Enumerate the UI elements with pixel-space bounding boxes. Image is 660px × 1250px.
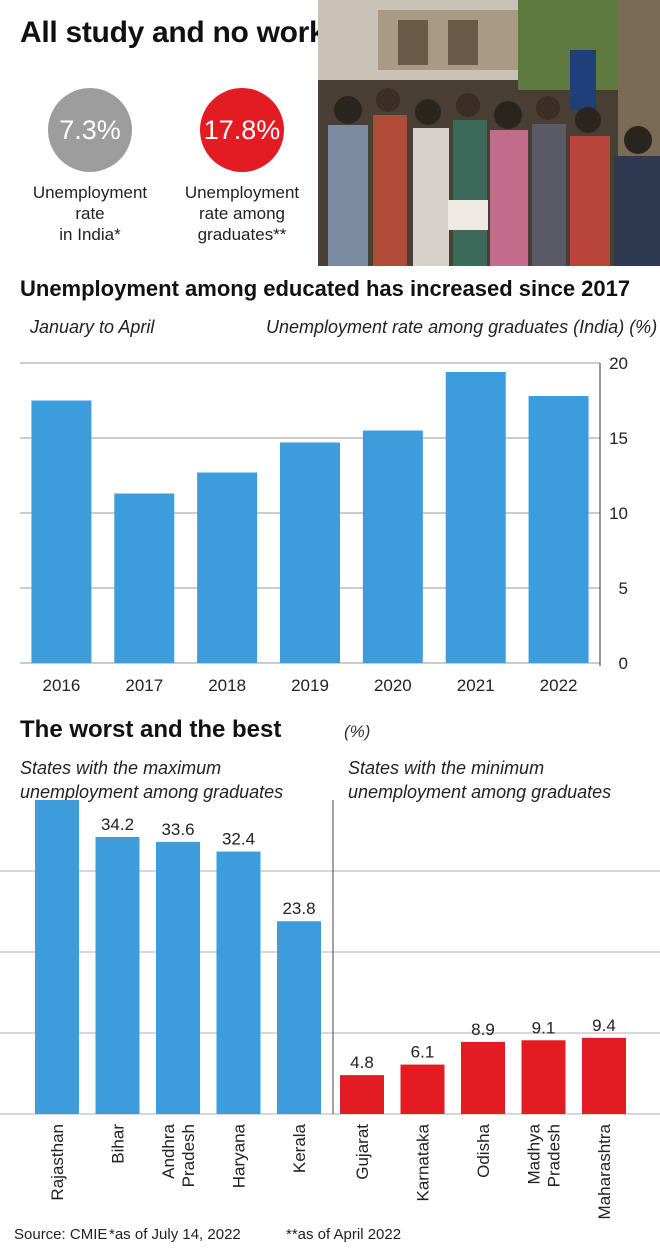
chart1-plot: 0 5 10 15 20 2016 2017 2018 2019 2020 2021 2022 — [20, 354, 628, 695]
state-name-label: Gujarat — [353, 1124, 372, 1180]
state-value-label: 6.1 — [411, 1043, 435, 1062]
state-bar — [277, 921, 321, 1114]
state-bar — [35, 800, 79, 1114]
state-value-label: 32.4 — [222, 830, 255, 849]
state-name-group: Odisha — [474, 1123, 493, 1177]
max-states-label-line: States with the maximum — [20, 758, 222, 778]
state-name-label: Andhra — [159, 1123, 178, 1178]
state-bar — [521, 1040, 566, 1114]
state-bar — [582, 1037, 626, 1114]
chart1-xtick: 2021 — [457, 676, 495, 695]
state-bar — [95, 836, 140, 1114]
state-name-label: Haryana — [230, 1123, 249, 1188]
chart1-bar — [197, 472, 258, 663]
state-name-label: Bihar — [109, 1124, 128, 1164]
chart1-xtick: 2016 — [43, 676, 81, 695]
min-states-label: States with the minimum unemployment amo… — [348, 756, 611, 804]
state-name-label: Karnataka — [414, 1123, 433, 1201]
state-name-group: Karnataka — [414, 1123, 433, 1201]
chart1-ylabel: Unemployment rate among graduates (India… — [266, 317, 658, 337]
state-name-group: Maharashtra — [595, 1123, 614, 1219]
state-bar — [216, 851, 261, 1114]
chart1-title: Unemployment among educated has increase… — [20, 276, 631, 301]
footnote-india: *as of July 14, 2022 — [109, 1226, 241, 1243]
state-bar — [400, 1064, 445, 1114]
state-name-label: Kerala — [290, 1123, 309, 1173]
stat-value-india: 7.3% — [59, 114, 121, 145]
chart1-xtick: 2020 — [374, 676, 412, 695]
state-name-label: Madhya — [525, 1123, 544, 1184]
state-name-group: Madhya Pradesh — [525, 1123, 564, 1187]
chart1-ytick: 20 — [609, 354, 628, 373]
state-name-label: Pradesh — [179, 1124, 198, 1187]
chart1-bar — [362, 430, 423, 663]
state-name-group: Kerala — [290, 1123, 309, 1173]
state-value-label: 9.4 — [592, 1016, 616, 1035]
stat-label-graduates: Unemployment rate among graduates** — [167, 182, 317, 245]
chart1-ytick: 10 — [609, 504, 628, 523]
state-bar — [340, 1075, 384, 1114]
chart2-plot: 54.2Rajasthan34.2Bihar33.6AndhraPradesh3… — [0, 800, 660, 1219]
stat-label-line: in India* — [59, 225, 121, 244]
chart1-bar — [445, 372, 506, 663]
chart1-bar — [280, 442, 340, 663]
state-name-label: Pradesh — [545, 1124, 564, 1187]
state-value-label: 34.2 — [101, 815, 134, 834]
state-name-label: Rajasthan — [48, 1124, 67, 1201]
stat-label-line: rate — [75, 204, 105, 223]
state-name-group: Andhra Pradesh — [159, 1123, 198, 1187]
state-name-group: Bihar — [109, 1124, 128, 1164]
max-states-label: States with the maximum unemployment amo… — [20, 756, 283, 804]
chart1-ytick: 5 — [619, 579, 628, 598]
stat-circle-graduates: 17.8% — [200, 88, 284, 172]
chart2-title: The worst and the best — [20, 716, 282, 743]
state-name-group: Haryana — [230, 1123, 249, 1188]
state-name-label: Maharashtra — [595, 1123, 614, 1219]
chart1-ytick: 15 — [609, 429, 628, 448]
chart1-xtick: 2022 — [540, 676, 578, 695]
state-bar — [461, 1041, 505, 1114]
min-states-label-line: States with the minimum — [348, 758, 545, 778]
max-states-label-line: unemployment among graduates — [20, 782, 284, 802]
page-title: All study and no work — [20, 16, 326, 49]
state-value-label: 9.1 — [532, 1018, 556, 1037]
state-value-label: 33.6 — [161, 820, 194, 839]
chart1-xtick: 2017 — [125, 676, 163, 695]
footnote-graduates: **as of April 2022 — [286, 1226, 402, 1243]
state-value-label: 4.8 — [350, 1053, 374, 1072]
source-note: Source: CMIE — [14, 1226, 108, 1243]
chart1-period: January to April — [30, 317, 155, 337]
stat-label-line: Unemployment — [184, 183, 300, 202]
state-bar — [156, 841, 200, 1114]
chart1-ytick: 0 — [619, 654, 628, 673]
stat-label-india: Unemployment rate in India* — [15, 182, 165, 245]
stat-value-graduates: 17.8% — [203, 114, 281, 145]
chart1-bar — [114, 493, 175, 663]
state-value-label: 8.9 — [471, 1020, 495, 1039]
chart1-xtick: 2018 — [208, 676, 246, 695]
stat-label-line: Unemployment — [32, 183, 148, 202]
stat-circle-india: 7.3% — [48, 88, 132, 172]
chart1-bar — [528, 396, 589, 663]
stat-label-line: graduates** — [197, 225, 287, 244]
crowd-photo — [318, 0, 660, 266]
state-value-label: 23.8 — [282, 899, 315, 918]
chart2-unit: (%) — [344, 722, 371, 741]
state-name-group: Rajasthan — [48, 1124, 67, 1201]
state-name-label: Odisha — [474, 1123, 493, 1177]
stat-label-line: rate among — [199, 204, 285, 223]
chart1-bar — [31, 400, 92, 663]
state-name-group: Gujarat — [353, 1124, 372, 1180]
chart1-xtick: 2019 — [291, 676, 329, 695]
min-states-label-line: unemployment among graduates — [348, 782, 612, 802]
